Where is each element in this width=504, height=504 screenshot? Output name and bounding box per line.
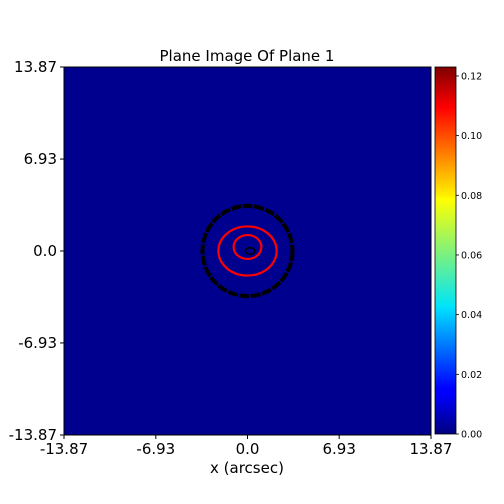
caustic-line xyxy=(244,246,256,256)
colorbar-tick-label: 0.04 xyxy=(461,310,482,321)
x-tick-label: -6.93 xyxy=(136,440,175,458)
x-tick-label: -13.87 xyxy=(40,440,88,458)
x-tick-label: 0.0 xyxy=(236,440,260,458)
critical-curve-outer-line xyxy=(217,225,278,277)
y-tick-label: 6.93 xyxy=(24,150,57,168)
x-tick-label: 13.87 xyxy=(410,440,453,458)
colorbar-ticks: 0.00 0.02 0.04 0.06 0.08 0.10 0.12 xyxy=(456,71,482,441)
colorbar-tick-label: 0.00 xyxy=(461,430,482,441)
chart-title: Plane Image Of Plane 1 xyxy=(160,47,335,65)
y-tick-label: -13.87 xyxy=(9,426,57,444)
y-tick-label: -6.93 xyxy=(18,334,57,352)
x-axis-ticks: -13.87 -6.93 0.0 6.93 13.87 xyxy=(40,435,453,458)
critical-curve-inner-line xyxy=(232,233,263,261)
y-axis-ticks: 13.87 6.93 0.0 -6.93 -13.87 xyxy=(9,58,64,444)
border-line xyxy=(200,203,295,299)
image-area xyxy=(64,67,431,435)
y-tick-label: 0.0 xyxy=(33,242,57,260)
colorbar-tick-label: 0.08 xyxy=(461,191,482,202)
colorbar-frame xyxy=(434,66,457,435)
x-axis-label: x (arcsec) xyxy=(210,459,284,477)
x-tick-label: 6.93 xyxy=(322,440,355,458)
colorbar-tick-label: 0.10 xyxy=(461,131,482,142)
colorbar-tick-label: 0.02 xyxy=(461,370,482,381)
overlay-contours xyxy=(200,203,295,299)
colorbar-tick-label: 0.06 xyxy=(461,250,482,261)
y-tick-label: 13.87 xyxy=(14,58,57,76)
colorbar xyxy=(435,67,456,434)
colorbar-tick-label: 0.12 xyxy=(461,71,482,82)
